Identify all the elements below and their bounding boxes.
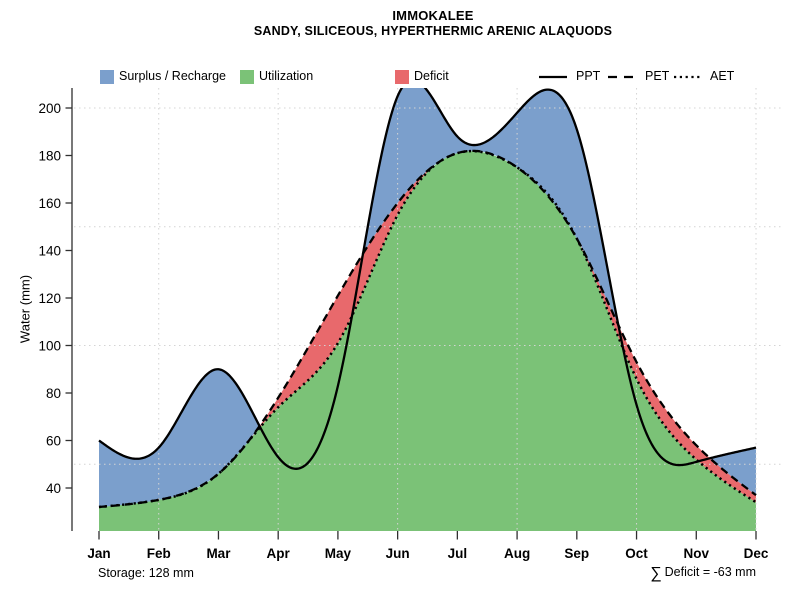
x-tick-label-oct: Oct <box>625 546 648 561</box>
plot-area <box>74 88 781 531</box>
x-tick-label-nov: Nov <box>684 546 710 561</box>
deficit-annotation: ∑ Deficit = -63 mm <box>650 565 756 583</box>
x-tick-label-apr: Apr <box>267 546 291 561</box>
y-tick-label-100: 100 <box>38 338 61 353</box>
x-tick-label-feb: Feb <box>147 546 171 561</box>
x-tick-label-jan: Jan <box>87 546 110 561</box>
grid <box>74 88 781 531</box>
y-tick-label-180: 180 <box>38 148 61 163</box>
deficit-total-label: Deficit = -63 mm <box>664 565 756 579</box>
surplus-legend-label: Surplus / Recharge <box>119 69 227 83</box>
x-tick-label-sep: Sep <box>564 546 589 561</box>
pet-curve <box>98 149 757 509</box>
legend: Surplus / Recharge Utilization Deficit P… <box>0 0 800 90</box>
pet-legend-label: PET <box>645 69 670 83</box>
y-tick-label-80: 80 <box>46 386 61 401</box>
aet-legend-label: AET <box>710 69 735 83</box>
y-tick-label-160: 160 <box>38 196 61 211</box>
y-tick-label-40: 40 <box>46 481 61 496</box>
utilization-legend-label: Utilization <box>259 69 314 83</box>
y-tick-label-200: 200 <box>38 101 61 116</box>
ppt-line-sample-icon <box>539 75 567 79</box>
surplus-fill <box>709 447 756 496</box>
figure-title: IMMOKALEE <box>392 8 474 23</box>
figure-subtitle: SANDY, SILICEOUS, HYPERTHERMIC ARENIC AL… <box>253 24 613 38</box>
deficit-swatch <box>395 70 409 84</box>
utilization-fill <box>99 151 756 531</box>
x-axis-ticks <box>98 531 757 540</box>
ppt-curve <box>98 88 757 470</box>
x-tick-label-aug: Aug <box>504 546 530 561</box>
x-tick-label-mar: Mar <box>206 546 231 561</box>
surplus-swatch <box>100 70 114 84</box>
storage-annotation: Storage: 128 mm <box>98 566 194 580</box>
x-tick-label-jun: Jun <box>386 546 410 561</box>
aet-line-sample-icon <box>674 75 702 79</box>
utilization-swatch <box>240 70 254 84</box>
pet-line-sample-icon <box>608 75 636 79</box>
x-tick-label-may: May <box>325 546 352 561</box>
y-tick-label-140: 140 <box>38 243 61 258</box>
aet-curve <box>98 149 757 509</box>
x-tick-label-dec: Dec <box>744 546 769 561</box>
y-axis <box>65 88 73 531</box>
sigma-symbol: ∑ <box>650 565 662 582</box>
ppt-legend-label: PPT <box>576 69 601 83</box>
deficit-legend-label: Deficit <box>414 69 449 83</box>
x-tick-label-jul: Jul <box>448 546 468 561</box>
y-tick-label-60: 60 <box>46 433 61 448</box>
surplus-fill <box>363 88 619 325</box>
y-tick-label-120: 120 <box>38 291 61 306</box>
